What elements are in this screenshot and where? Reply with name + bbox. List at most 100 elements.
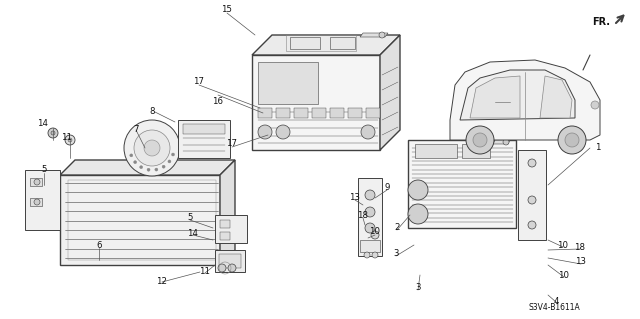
Bar — [415, 144, 457, 158]
Circle shape — [134, 161, 137, 164]
Bar — [68, 180, 216, 260]
Circle shape — [276, 125, 290, 139]
Bar — [360, 240, 380, 252]
Circle shape — [172, 153, 175, 156]
Text: 3: 3 — [415, 284, 420, 293]
Text: 13: 13 — [349, 192, 360, 202]
Circle shape — [130, 154, 132, 157]
Bar — [462, 144, 490, 158]
Text: FR.: FR. — [592, 17, 610, 27]
Text: 10: 10 — [369, 227, 381, 236]
Text: 11: 11 — [200, 266, 211, 276]
Text: 17: 17 — [193, 78, 205, 86]
Circle shape — [68, 138, 72, 142]
Bar — [366, 108, 380, 118]
Polygon shape — [360, 33, 388, 37]
Text: 5: 5 — [188, 213, 193, 222]
Text: 9: 9 — [384, 182, 390, 191]
Text: 13: 13 — [575, 257, 586, 266]
Text: 14: 14 — [188, 228, 198, 238]
Text: 14: 14 — [38, 120, 49, 129]
Circle shape — [379, 32, 385, 38]
Circle shape — [466, 126, 494, 154]
Text: 16: 16 — [212, 97, 223, 106]
Text: 5: 5 — [41, 166, 47, 174]
Circle shape — [51, 131, 55, 135]
Circle shape — [144, 140, 160, 156]
Polygon shape — [380, 35, 400, 150]
Text: 10: 10 — [559, 271, 570, 279]
Bar — [30, 198, 42, 206]
Circle shape — [134, 130, 170, 166]
Bar — [30, 178, 42, 186]
Text: 6: 6 — [96, 241, 102, 250]
Circle shape — [48, 128, 58, 138]
Circle shape — [218, 264, 226, 272]
Text: 8: 8 — [149, 108, 155, 116]
Bar — [25, 170, 60, 230]
Circle shape — [258, 125, 272, 139]
Circle shape — [473, 133, 487, 147]
Circle shape — [503, 139, 509, 145]
Bar — [215, 250, 245, 272]
Circle shape — [162, 165, 165, 168]
Polygon shape — [470, 76, 520, 118]
Circle shape — [408, 180, 428, 200]
Bar — [312, 108, 326, 118]
Circle shape — [65, 135, 75, 145]
Bar — [348, 108, 362, 118]
Text: 3: 3 — [393, 249, 399, 258]
Bar — [219, 254, 241, 268]
Circle shape — [365, 207, 375, 217]
Polygon shape — [540, 76, 572, 118]
Bar — [178, 120, 230, 158]
Circle shape — [371, 231, 379, 239]
Bar — [330, 37, 355, 49]
Bar — [220, 232, 230, 240]
Bar — [258, 62, 318, 104]
Circle shape — [228, 264, 236, 272]
Bar — [215, 215, 247, 243]
Text: 1: 1 — [595, 144, 601, 152]
Circle shape — [147, 168, 150, 171]
Circle shape — [168, 160, 171, 163]
Circle shape — [365, 190, 375, 200]
Text: 4: 4 — [553, 296, 559, 306]
Bar — [294, 108, 308, 118]
Circle shape — [528, 196, 536, 204]
Text: 7: 7 — [133, 125, 139, 135]
Circle shape — [372, 252, 378, 258]
Polygon shape — [460, 70, 575, 120]
Polygon shape — [220, 160, 235, 265]
Circle shape — [34, 199, 40, 205]
Bar — [518, 150, 546, 240]
Circle shape — [565, 133, 579, 147]
Text: 2: 2 — [394, 224, 400, 233]
Circle shape — [124, 120, 180, 176]
Text: 15: 15 — [221, 5, 232, 14]
Bar — [276, 108, 290, 118]
Text: S3V4-B1611A: S3V4-B1611A — [528, 302, 580, 311]
Bar — [183, 124, 225, 134]
Text: 10: 10 — [557, 241, 568, 249]
Bar — [258, 108, 272, 118]
Circle shape — [34, 179, 40, 185]
Bar — [220, 220, 230, 228]
Bar — [252, 55, 380, 150]
Circle shape — [528, 159, 536, 167]
Text: 18: 18 — [358, 211, 369, 219]
Bar — [286, 35, 356, 51]
Circle shape — [155, 168, 158, 171]
Bar — [330, 108, 344, 118]
Circle shape — [365, 223, 375, 233]
Circle shape — [140, 166, 143, 169]
Text: 17: 17 — [227, 139, 237, 149]
Circle shape — [591, 101, 599, 109]
Bar — [408, 140, 516, 228]
Polygon shape — [493, 140, 510, 144]
Polygon shape — [252, 35, 400, 55]
Polygon shape — [60, 160, 235, 175]
Polygon shape — [60, 175, 220, 265]
Circle shape — [408, 204, 428, 224]
Circle shape — [364, 252, 370, 258]
